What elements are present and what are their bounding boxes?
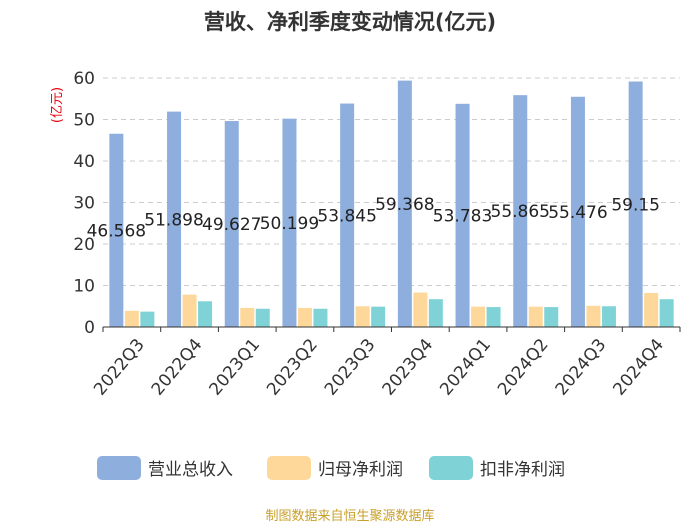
x-tick-label: 2022Q4 (148, 335, 207, 400)
y-tick-label: 30 (73, 194, 95, 214)
data-label: 49.627 (202, 215, 261, 235)
bar (355, 306, 370, 327)
bar (313, 308, 328, 327)
bar (109, 133, 124, 327)
bar (255, 308, 270, 327)
bar (570, 96, 585, 327)
bar (224, 121, 239, 328)
legend-label: 归母净利润 (318, 460, 403, 480)
bar (428, 299, 443, 327)
bar (644, 292, 659, 327)
y-tick-label: 0 (84, 318, 95, 338)
data-label: 59.15 (611, 195, 660, 215)
y-axis-label: (亿元) (50, 87, 65, 123)
x-tick-label: 2024Q3 (552, 335, 611, 400)
bar (124, 310, 139, 327)
bar (182, 294, 197, 327)
y-axis-ticks: 0 10 20 30 40 50 60 (73, 69, 95, 338)
bar (486, 307, 501, 327)
y-tick-label: 50 (73, 111, 95, 131)
bar (455, 103, 470, 327)
legend-label: 扣非净利润 (480, 460, 565, 480)
legend-label: 营业总收入 (148, 460, 233, 480)
data-label: 55.476 (548, 203, 607, 223)
y-tick-label: 20 (73, 235, 95, 255)
bar (659, 299, 674, 327)
data-label: 53.845 (317, 206, 376, 226)
data-labels: 46.56851.89849.62750.19953.84559.36853.7… (87, 195, 660, 242)
x-tick-label: 2023Q3 (321, 335, 380, 400)
data-label: 55.865 (491, 202, 550, 222)
bar (140, 311, 155, 327)
data-label: 50.199 (260, 214, 319, 234)
bar (544, 307, 559, 327)
x-tick-label: 2023Q2 (263, 335, 322, 400)
data-label: 53.783 (433, 206, 492, 226)
bar (513, 95, 528, 327)
data-label: 51.898 (144, 210, 203, 230)
data-label: 59.368 (375, 195, 434, 215)
data-label: 46.568 (87, 221, 146, 241)
bar (397, 80, 412, 327)
x-tick-label: 2023Q4 (379, 335, 438, 400)
grid-lines (103, 77, 680, 286)
bar (601, 306, 616, 327)
bar (297, 307, 312, 327)
legend-swatch (97, 456, 141, 480)
bar (528, 306, 543, 327)
legend-swatch (267, 456, 311, 480)
bar (413, 292, 428, 327)
bar (471, 306, 486, 327)
x-tick-label: 2022Q3 (90, 335, 149, 400)
x-axis-ticks: 2022Q3 2022Q4 2023Q1 2023Q2 2023Q3 2023Q4 2024… (90, 327, 681, 400)
source-note: 制图数据来自恒生聚源数据库 (265, 508, 434, 524)
x-tick-label: 2024Q2 (494, 335, 553, 400)
bar (198, 301, 213, 327)
bar (628, 81, 643, 327)
x-tick-label: 2024Q4 (609, 335, 668, 400)
bars (109, 80, 674, 328)
bar (282, 118, 297, 327)
legend: 营业总收入 归母净利润 扣非净利润 (97, 456, 565, 480)
y-tick-label: 10 (73, 277, 95, 297)
chart-title: 营收、净利季度变动情况(亿元) (204, 10, 496, 34)
bar (340, 103, 355, 328)
bar (240, 307, 255, 327)
bar (371, 306, 386, 327)
legend-swatch (429, 456, 473, 480)
x-tick-label: 2024Q1 (436, 335, 495, 400)
x-tick-label: 2023Q1 (206, 335, 265, 400)
bar (167, 111, 182, 328)
bar (586, 305, 601, 327)
y-tick-label: 40 (73, 152, 95, 172)
y-tick-label: 60 (73, 69, 95, 89)
